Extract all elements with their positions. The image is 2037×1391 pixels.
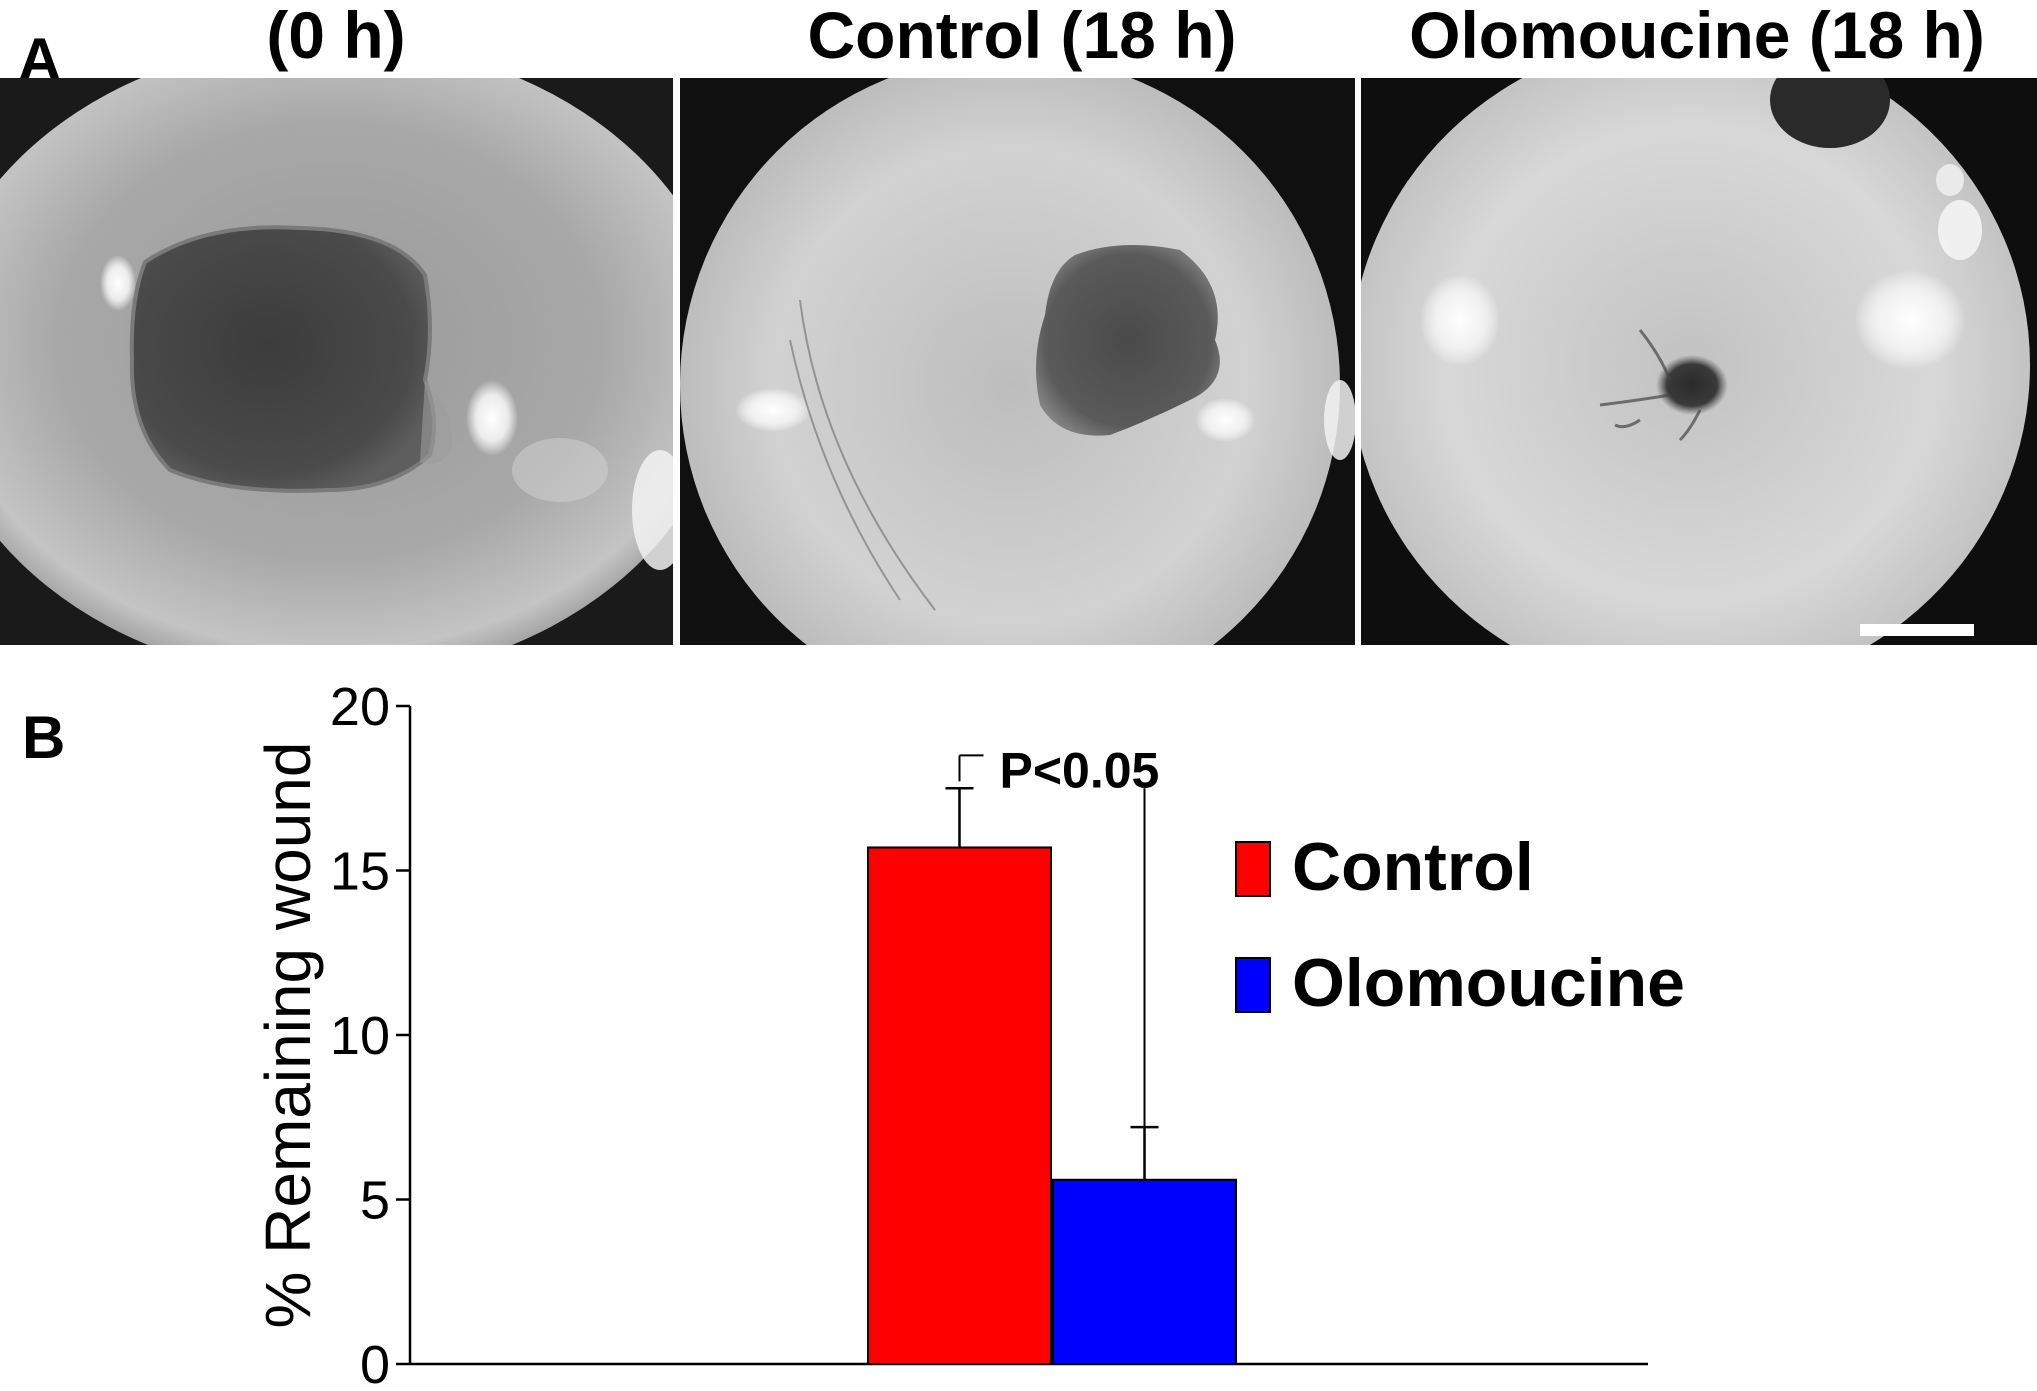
y-ticks: 0 5 10 15 20 (330, 677, 410, 1391)
eye-image-0h (0, 78, 673, 645)
photo-control-18h: Control (18 h) (680, 0, 1355, 645)
legend-label-control: Control (1292, 829, 1534, 905)
eye-image-olomoucine (1361, 78, 2037, 645)
eye-image-control (680, 78, 1355, 645)
photo-0h: (0 h) (0, 0, 673, 645)
y-tick-label: 0 (360, 1335, 390, 1391)
legend: Control Olomoucine (1235, 829, 1685, 1021)
significance-annotation: P<0.05 (958, 742, 1160, 1128)
legend-swatch-control (1235, 841, 1271, 897)
legend-swatch-olomoucine (1235, 957, 1271, 1013)
y-tick-label: 15 (330, 842, 390, 902)
photo-title-olomoucine: Olomoucine (18 h) (1409, 0, 1985, 72)
photo-olomoucine-18h: Olomoucine (18 h) (1361, 0, 2037, 645)
bar-chart: % Remaining wound 0 5 10 15 20 P<0.05 Contro… (252, 677, 1685, 1391)
y-tick-label: 20 (330, 677, 390, 737)
legend-label-olomoucine: Olomoucine (1292, 945, 1685, 1021)
scale-bar (1860, 624, 1974, 636)
photo-title-control: Control (18 h) (808, 0, 1237, 72)
bar-olomoucine (1052, 1178, 1237, 1366)
y-tick-label: 5 (360, 1171, 390, 1231)
bars (867, 787, 1237, 1366)
photo-title-0h: (0 h) (266, 0, 405, 72)
bar-control (867, 846, 1052, 1365)
p-value-label: P<0.05 (1000, 742, 1160, 798)
panel-b-letter: B (22, 704, 65, 771)
y-tick-label: 10 (330, 1006, 390, 1066)
y-axis-label: % Remaining wound (252, 742, 324, 1329)
